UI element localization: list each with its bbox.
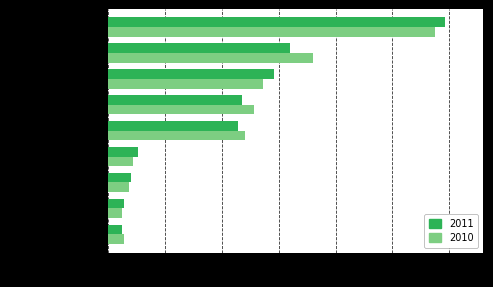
Bar xyxy=(108,208,122,218)
Bar xyxy=(108,172,131,183)
Bar xyxy=(108,27,435,37)
Bar xyxy=(108,156,134,166)
Legend: 2011, 2010: 2011, 2010 xyxy=(424,214,478,248)
Bar xyxy=(108,43,290,53)
Bar xyxy=(108,69,274,79)
Bar xyxy=(108,53,313,63)
Bar xyxy=(108,199,124,208)
Bar xyxy=(108,183,129,192)
Bar xyxy=(108,147,138,156)
Bar xyxy=(108,79,263,89)
Bar xyxy=(108,121,238,131)
Bar xyxy=(108,234,124,244)
Bar xyxy=(108,95,243,105)
Bar xyxy=(108,105,254,115)
Bar xyxy=(108,224,122,234)
Bar xyxy=(108,17,445,27)
Bar xyxy=(108,131,245,140)
